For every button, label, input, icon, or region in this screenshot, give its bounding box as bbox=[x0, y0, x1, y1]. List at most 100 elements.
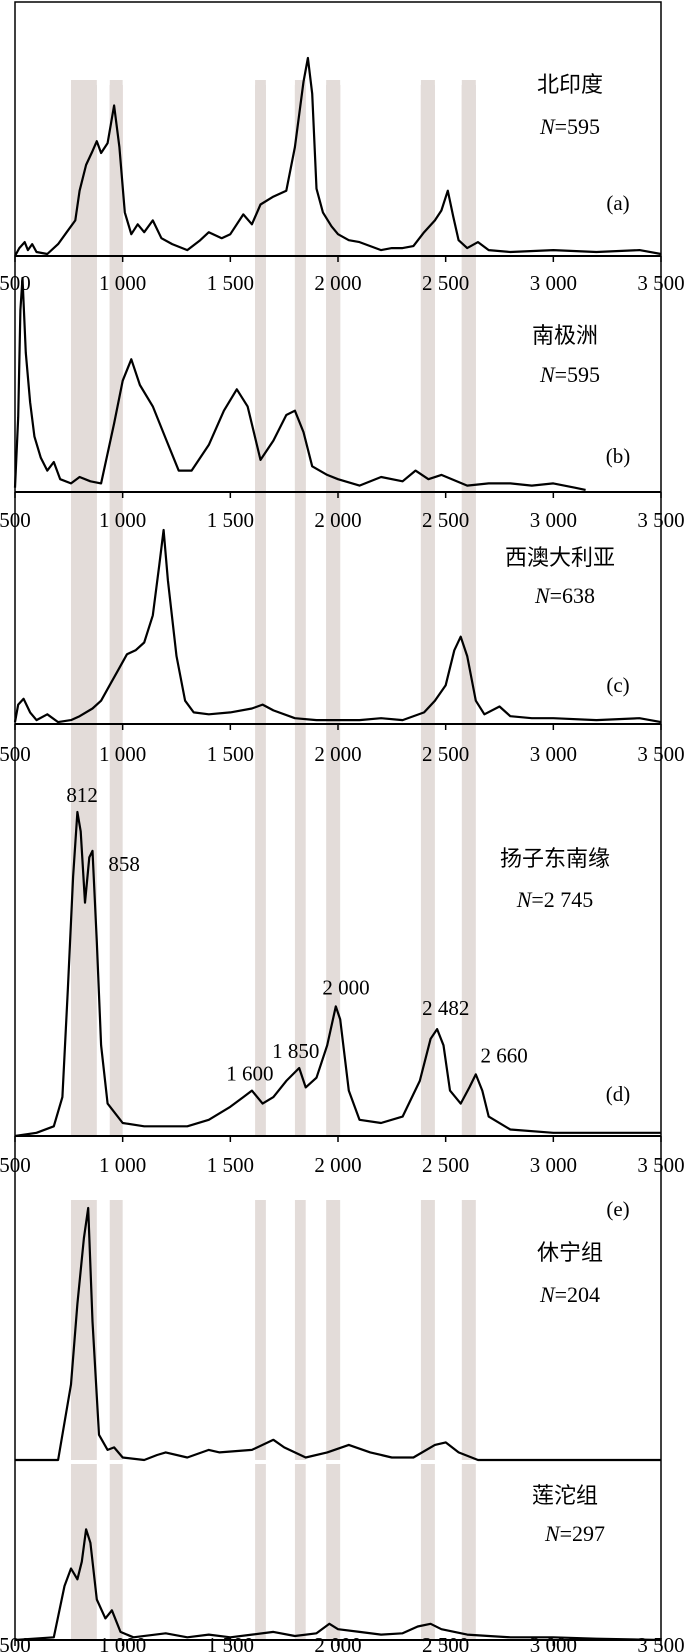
panel-n-4: N=204 bbox=[539, 1282, 600, 1307]
panel-tag-2: (c) bbox=[606, 673, 629, 697]
age-band-4-1 bbox=[109, 1200, 123, 1460]
panel-1: 500 1 000 1 500 2 000 2 500 3 000 3 500 南极洲 N=59… bbox=[0, 276, 685, 532]
panel-n-3: N=2 745 bbox=[516, 887, 594, 912]
age-band-3-5 bbox=[420, 85, 435, 1136]
x-tick-label-2-4: 2 500 bbox=[422, 742, 469, 766]
peak-label-3-4: 2 000 bbox=[322, 975, 369, 999]
panel-3: 500 1 000 1 500 2 000 2 500 3 000 3 500 扬子东南缘 N=… bbox=[0, 783, 685, 1177]
series-curve-5 bbox=[14, 1528, 662, 1642]
x-tick-label-1-0: 500 bbox=[0, 508, 31, 532]
panel-n-value-5: =297 bbox=[560, 1521, 605, 1546]
panel-title-1: 南极洲 bbox=[532, 324, 598, 349]
age-band-3-4 bbox=[326, 85, 341, 1136]
panel-5: 500 1 000 1 500 2 000 2 500 3 000 3 500 莲沱组 N=29… bbox=[0, 1484, 685, 1652]
panel-title-4: 休宁组 bbox=[537, 1241, 603, 1266]
age-band-4-5 bbox=[420, 1200, 435, 1460]
x-tick-label-2-3: 2 000 bbox=[314, 742, 361, 766]
age-band-5-1 bbox=[109, 1464, 123, 1640]
x-tick-label-5-1: 1 000 bbox=[99, 1633, 146, 1652]
x-tick-label-2-1: 1 000 bbox=[99, 742, 146, 766]
x-tick-label-2-5: 3 000 bbox=[530, 742, 577, 766]
x-tick-label-1-5: 3 000 bbox=[530, 508, 577, 532]
panel-n-value-1: =595 bbox=[555, 362, 600, 387]
peak-label-3-6: 2 660 bbox=[480, 1043, 527, 1067]
series-curve-1 bbox=[13, 276, 586, 491]
panel-n-0: N=595 bbox=[539, 114, 600, 139]
panel-0: 500 1 000 1 500 2 000 2 500 3 000 3 500 北印度 N=59… bbox=[0, 56, 685, 295]
x-tick-label-1-3: 2 000 bbox=[314, 508, 361, 532]
panel-title-0: 北印度 bbox=[537, 73, 603, 98]
x-tick-label-1-6: 3 500 bbox=[637, 508, 684, 532]
age-band-4-3 bbox=[294, 1200, 306, 1460]
age-band-5-4 bbox=[326, 1464, 341, 1640]
panel-n-1: N=595 bbox=[539, 362, 600, 387]
x-tick-label-3-1: 1 000 bbox=[99, 1153, 146, 1177]
age-band-3-3 bbox=[294, 85, 306, 1136]
panel-n-5: N=297 bbox=[544, 1521, 605, 1546]
x-tick-label-1-4: 2 500 bbox=[422, 508, 469, 532]
x-tick-label-5-2: 1 500 bbox=[207, 1633, 254, 1652]
peak-label-3-3: 1 850 bbox=[272, 1039, 319, 1063]
panel-n-value-2: =638 bbox=[550, 583, 595, 608]
x-tick-label-3-3: 2 000 bbox=[314, 1153, 361, 1177]
panel-n-prefix-3: N bbox=[516, 887, 533, 912]
peak-label-3-5: 2 482 bbox=[422, 996, 469, 1020]
x-tick-label-0-1: 1 000 bbox=[99, 271, 146, 295]
x-tick-label-0-2: 1 500 bbox=[207, 271, 254, 295]
x-tick-label-3-0: 500 bbox=[0, 1153, 31, 1177]
x-tick-label-5-4: 2 500 bbox=[422, 1633, 469, 1652]
series-curve-3 bbox=[14, 810, 661, 1138]
age-band-4-6 bbox=[461, 1200, 476, 1460]
peak-label-3-0: 812 bbox=[66, 783, 98, 807]
panel-tag-3: (d) bbox=[606, 1082, 631, 1106]
panel-n-prefix-5: N bbox=[544, 1521, 561, 1546]
x-tick-label-2-0: 500 bbox=[0, 742, 31, 766]
panel-n-value-3: =2 745 bbox=[531, 887, 593, 912]
series-curve-2 bbox=[13, 528, 662, 724]
x-tick-label-1-2: 1 500 bbox=[207, 508, 254, 532]
panel-n-prefix-4: N bbox=[539, 1282, 556, 1307]
x-tick-label-5-0: 500 bbox=[0, 1633, 31, 1652]
panel-tag-1: (b) bbox=[606, 444, 631, 468]
peak-label-3-2: 1 600 bbox=[226, 1062, 273, 1086]
panel-n-prefix-2: N bbox=[534, 583, 551, 608]
panel-n-prefix-1: N bbox=[539, 362, 556, 387]
panel-tag-0: (a) bbox=[606, 191, 629, 215]
x-tick-label-1-1: 1 000 bbox=[99, 508, 146, 532]
x-tick-label-3-2: 1 500 bbox=[207, 1153, 254, 1177]
panel-2: 500 1 000 1 500 2 000 2 500 3 000 3 500 西澳大利亚 N=… bbox=[0, 528, 685, 766]
age-band-5-5 bbox=[420, 1464, 435, 1640]
x-tick-label-5-5: 3 000 bbox=[530, 1633, 577, 1652]
age-band-4-4 bbox=[326, 1200, 341, 1460]
x-tick-label-3-5: 3 000 bbox=[530, 1153, 577, 1177]
x-tick-label-0-3: 2 000 bbox=[314, 271, 361, 295]
x-tick-label-0-4: 2 500 bbox=[422, 271, 469, 295]
panel-n-value-4: =204 bbox=[555, 1282, 600, 1307]
x-tick-label-2-6: 3 500 bbox=[637, 742, 684, 766]
age-band-4-2 bbox=[255, 1200, 266, 1460]
panel-title-5: 莲沱组 bbox=[532, 1484, 598, 1509]
age-band-3-1 bbox=[109, 85, 123, 1136]
age-band-3-2 bbox=[255, 85, 266, 1136]
panel-tag-4: (e) bbox=[606, 1197, 629, 1221]
x-tick-label-0-6: 3 500 bbox=[637, 271, 684, 295]
age-band-3-0 bbox=[70, 85, 97, 1136]
x-tick-label-0-0: 500 bbox=[0, 271, 31, 295]
panels: 500 1 000 1 500 2 000 2 500 3 000 3 500北印度N=59… bbox=[0, 56, 685, 1652]
age-band-5-6 bbox=[461, 1464, 476, 1640]
x-tick-label-5-6: 3 500 bbox=[637, 1633, 684, 1652]
panel-4: 休宁组 N=204 (e) bbox=[15, 1197, 661, 1462]
peak-label-3-1: 858 bbox=[108, 852, 140, 876]
x-tick-label-3-6: 3 500 bbox=[637, 1153, 684, 1177]
series-curve-0 bbox=[14, 56, 662, 257]
x-tick-label-3-4: 2 500 bbox=[422, 1153, 469, 1177]
x-tick-label-0-5: 3 000 bbox=[530, 271, 577, 295]
age-band-3-6 bbox=[461, 85, 476, 1136]
x-tick-label-5-3: 2 000 bbox=[314, 1633, 361, 1652]
age-band-5-2 bbox=[255, 1464, 266, 1640]
series-curve-4 bbox=[15, 1206, 661, 1462]
panel-n-2: N=638 bbox=[534, 583, 595, 608]
age-band-5-3 bbox=[294, 1464, 306, 1640]
panel-title-3: 扬子东南缘 bbox=[500, 847, 610, 872]
